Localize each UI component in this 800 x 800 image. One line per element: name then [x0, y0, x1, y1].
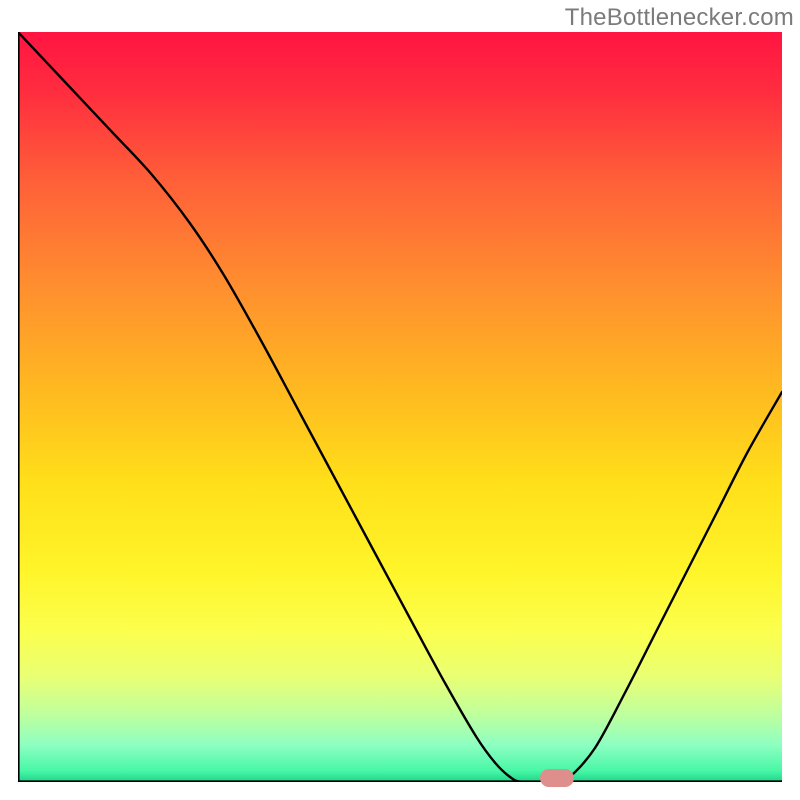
plot-area	[18, 32, 782, 782]
plot-svg	[18, 32, 782, 782]
optimum-marker	[540, 769, 574, 787]
chart-frame: TheBottlenecker.com	[0, 0, 800, 800]
gradient-fill-rect	[18, 32, 782, 782]
watermark-text: TheBottlenecker.com	[565, 4, 794, 32]
